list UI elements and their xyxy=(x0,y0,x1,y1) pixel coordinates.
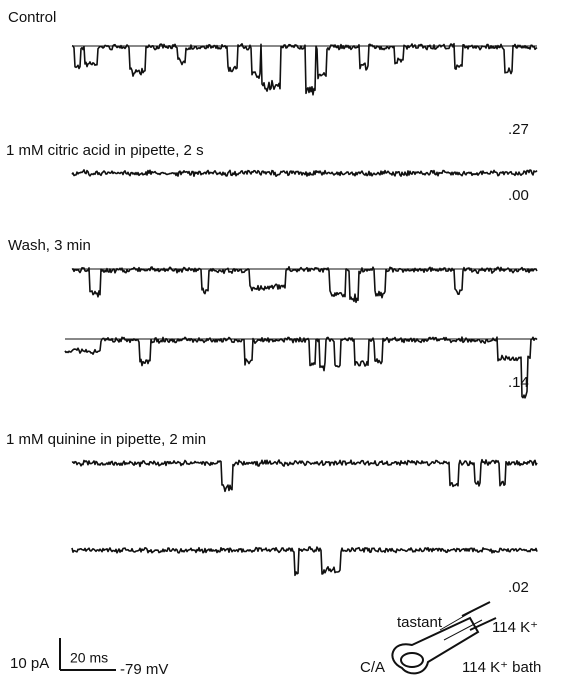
current-trace xyxy=(72,170,537,176)
configuration-label: C/A xyxy=(360,659,385,676)
current-trace xyxy=(72,44,537,95)
current-trace xyxy=(72,460,537,492)
open-probability: .14 xyxy=(508,374,529,391)
figure: Control .27 1 mM citric acid in pipette,… xyxy=(0,0,579,683)
open-probability: .27 xyxy=(508,121,529,138)
holding-potential: -79 mV xyxy=(120,661,168,678)
open-probability: .00 xyxy=(508,187,529,204)
panel-label: Control xyxy=(8,9,56,26)
scale-current: 10 pA xyxy=(10,655,49,672)
pipette-label: 114 K⁺ xyxy=(492,619,538,636)
bath-label: 114 K⁺ bath xyxy=(462,659,541,676)
open-probability: .02 xyxy=(508,579,529,596)
current-trace xyxy=(72,267,537,303)
panel-label: Wash, 3 min xyxy=(8,237,91,254)
panel-label: 1 mM quinine in pipette, 2 min xyxy=(6,431,206,448)
current-trace xyxy=(65,337,537,398)
current-trace xyxy=(72,547,537,575)
scale-time: 20 ms xyxy=(70,650,108,666)
tastant-label: tastant xyxy=(397,614,443,631)
panel-label: 1 mM citric acid in pipette, 2 s xyxy=(6,142,204,159)
